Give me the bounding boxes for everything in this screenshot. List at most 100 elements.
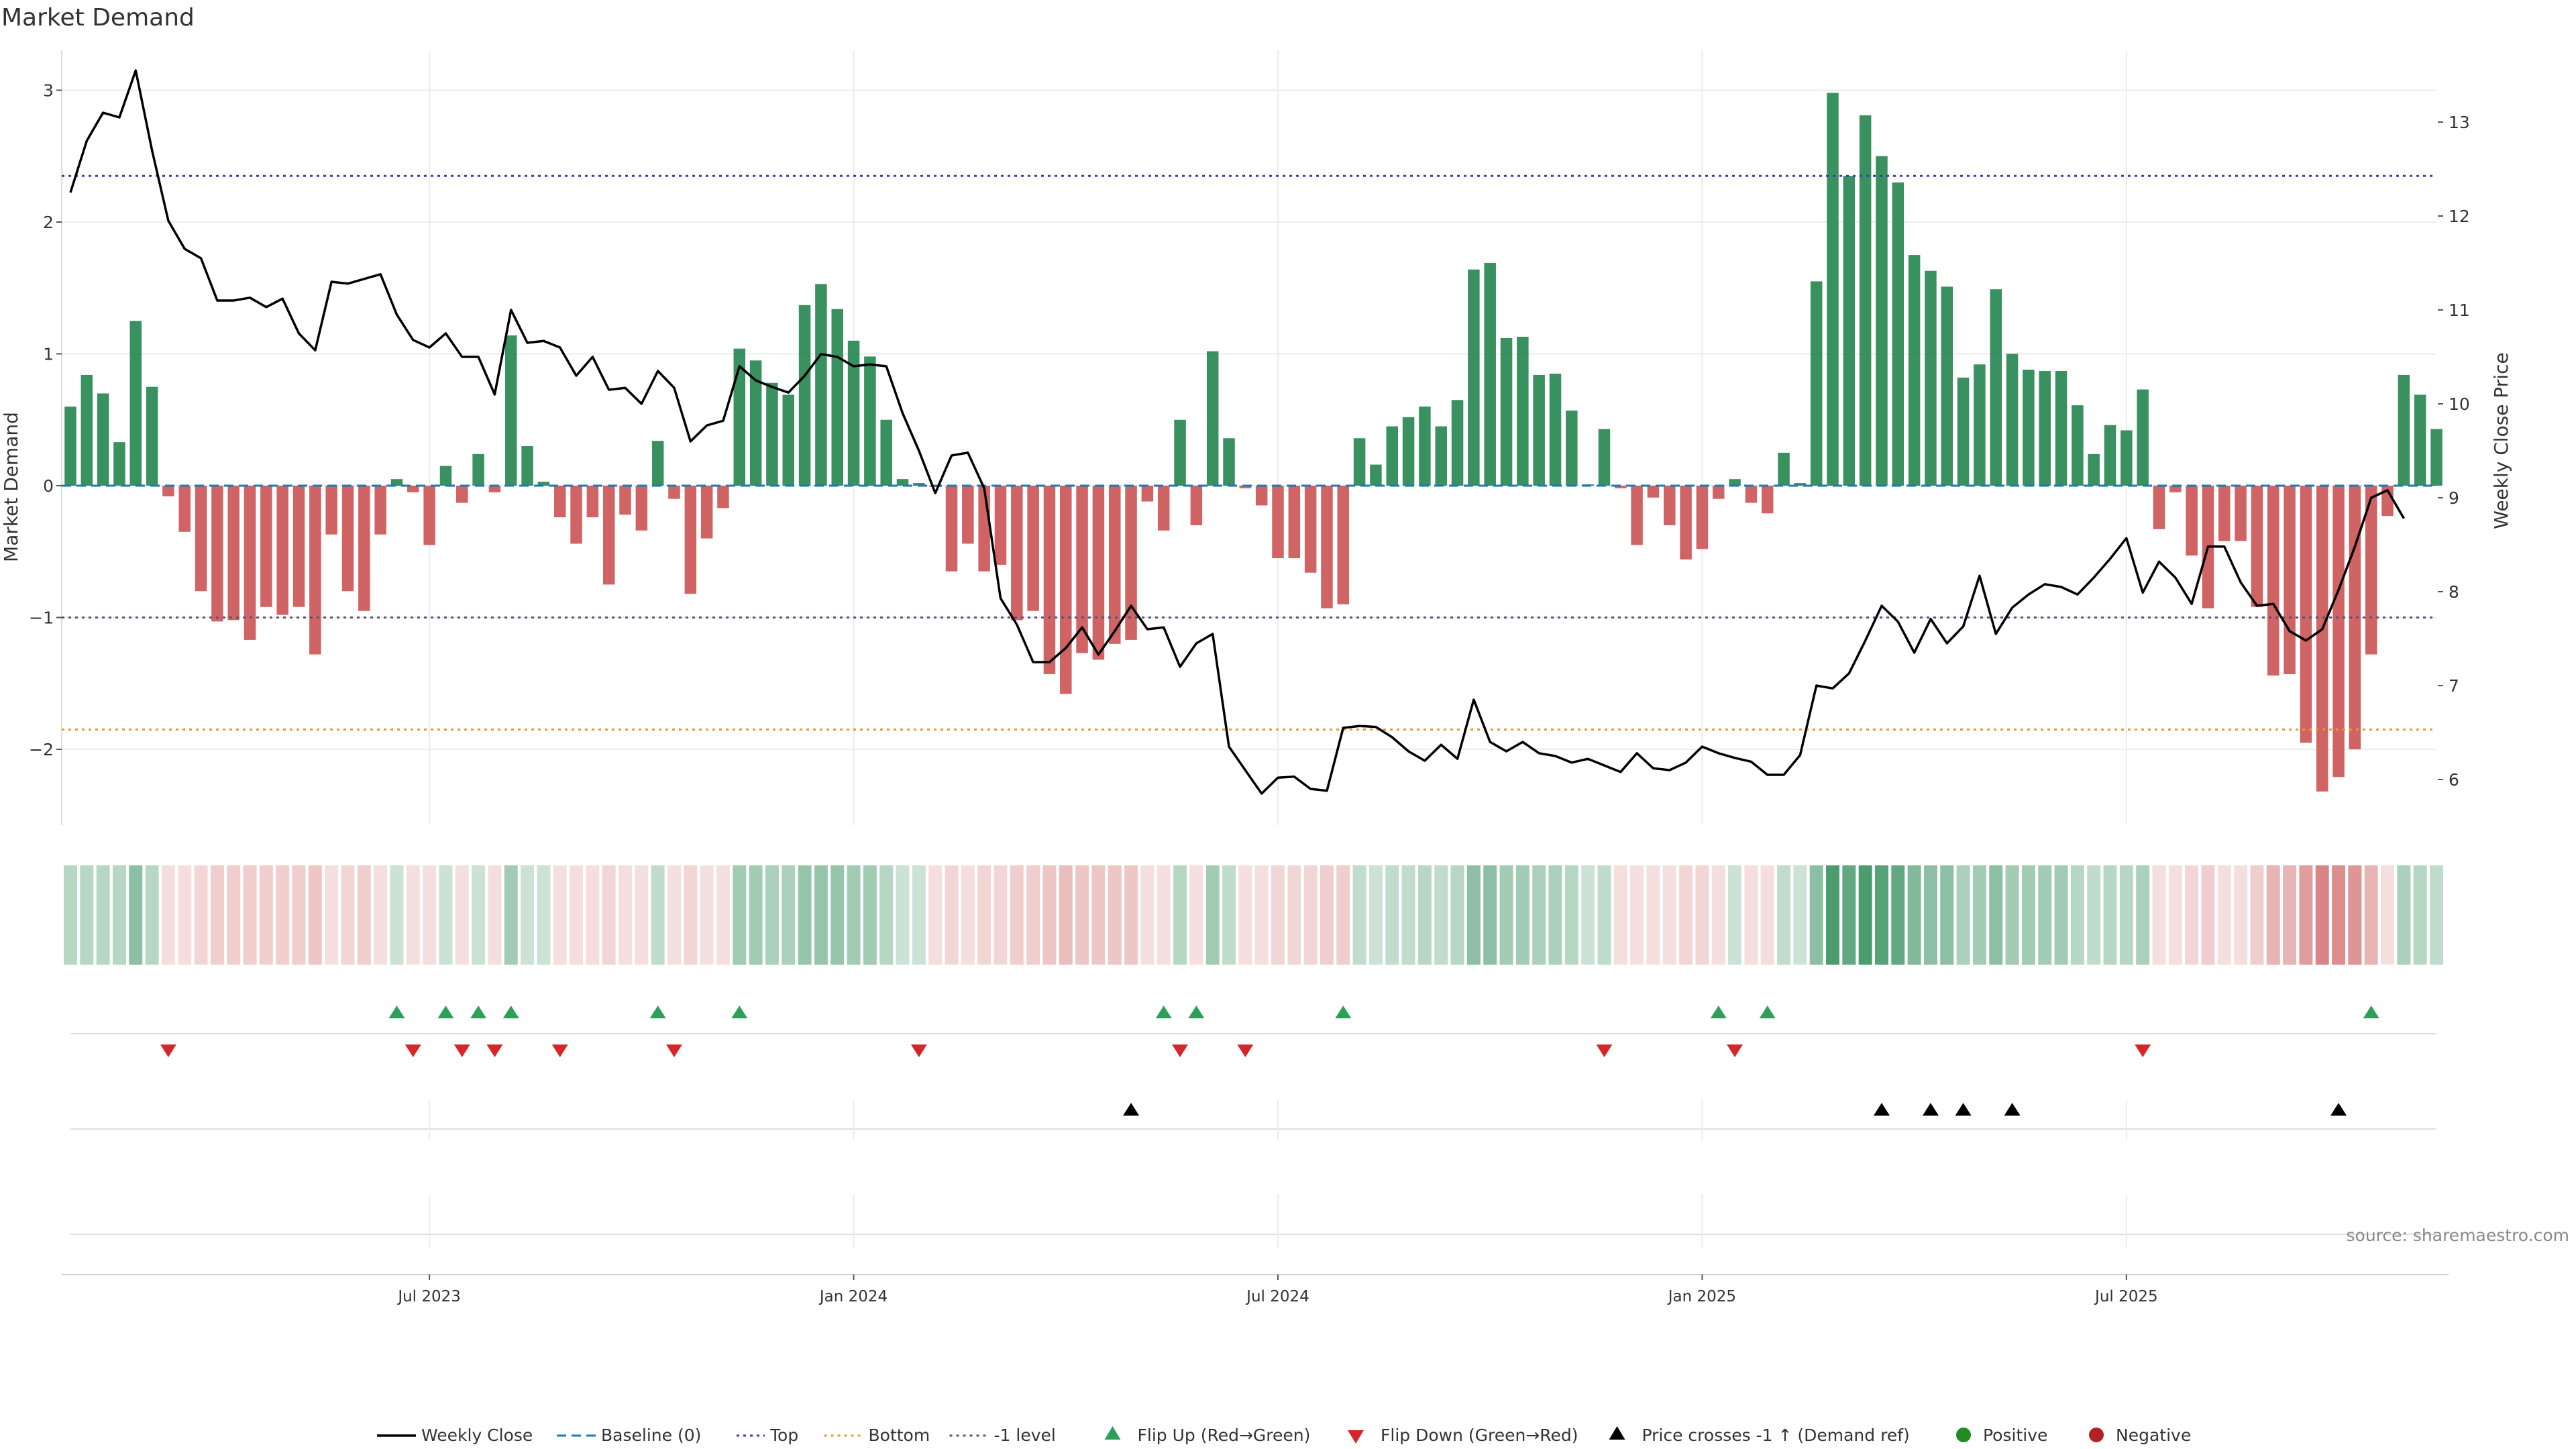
y2-tick-label: 11 [2449, 301, 2470, 320]
heat-cell [1385, 865, 1399, 965]
demand-bar [1304, 486, 1317, 573]
demand-bar [1647, 486, 1660, 498]
x-tick-label: Jul 2025 [2094, 1288, 2158, 1305]
heat-cell [1940, 865, 1954, 965]
demand-bar [847, 340, 860, 486]
heat-cell [2217, 865, 2231, 965]
x-tick-label: Jul 2024 [1245, 1288, 1309, 1305]
heat-cell [1842, 865, 1856, 965]
heat-cell [2299, 865, 2313, 965]
heat-cell [1368, 865, 1383, 965]
heat-cell [994, 865, 1008, 965]
flip-up-marker [1188, 1006, 1205, 1018]
demand-bar [1729, 479, 1741, 486]
demand-bar [325, 486, 337, 535]
heat-cell [1254, 865, 1269, 965]
heat-cell [406, 865, 420, 965]
heat-cell [928, 865, 943, 965]
demand-bar [619, 486, 631, 515]
demand-bar [1190, 486, 1203, 525]
heat-cell [2054, 865, 2068, 965]
heat-cell [570, 865, 584, 965]
demand-bar [2365, 486, 2377, 655]
demand-bar [766, 382, 778, 486]
flip-markers [70, 1006, 2436, 1057]
heat-cell [423, 865, 437, 965]
heat-cell [1548, 865, 1562, 965]
heat-cell [325, 865, 339, 965]
legend-label: Flip Up (Red→Green) [1138, 1426, 1311, 1445]
legend-label: Price crosses -1 ↑ (Demand ref) [1642, 1426, 1910, 1445]
y-axis-label: Market Demand [0, 412, 22, 562]
demand-bar [1631, 486, 1643, 545]
y2-tick-label: 8 [2449, 582, 2459, 602]
heat-cell [2266, 865, 2280, 965]
heat-cell [308, 865, 322, 965]
demand-bar [602, 486, 615, 585]
heat-cell [1320, 865, 1334, 965]
demand-bar [129, 321, 142, 486]
heat-cell [1956, 865, 1970, 965]
demand-bar [439, 466, 452, 486]
y2-tick-label: 13 [2449, 113, 2470, 132]
demand-bar [1876, 156, 1888, 486]
heat-cell [1483, 865, 1497, 965]
source-note: source: sharemaestro.com [2347, 1226, 2570, 1245]
flip-up-marker [437, 1006, 454, 1018]
demand-bar [749, 360, 762, 486]
demand-bar [1419, 407, 1431, 486]
demand-bar [1076, 486, 1088, 653]
heat-cell [194, 865, 208, 965]
price-cross-marker [2004, 1103, 2021, 1116]
heat-cell [243, 865, 257, 965]
heat-cell [2021, 865, 2035, 965]
demand-bar [880, 419, 892, 486]
heat-cell [1630, 865, 1644, 965]
y-axis-left: 3 2 1 0 −1 −2 [29, 81, 62, 759]
legend-swatch-circle [1956, 1428, 1971, 1442]
demand-bar [1239, 486, 1252, 488]
demand-bar [390, 479, 403, 486]
heat-cell [1140, 865, 1155, 965]
heat-cell [1581, 865, 1595, 965]
heat-cell [1858, 865, 1872, 965]
legend-label: Baseline (0) [601, 1426, 701, 1445]
y-tick-label: 2 [43, 213, 54, 232]
y-tick-label: −2 [29, 740, 54, 759]
heat-cell [912, 865, 926, 965]
heat-cell [1711, 865, 1725, 965]
y2-tick-label: 7 [2449, 676, 2459, 696]
flip-up-marker [1759, 1006, 1776, 1018]
legend-swatch-circle [2089, 1428, 2104, 1442]
heat-cell [2413, 865, 2427, 965]
heat-cell [1091, 865, 1106, 965]
heat-cell [1907, 865, 1921, 965]
demand-bar [341, 486, 354, 592]
demand-bar [260, 486, 272, 607]
demand-bar [423, 486, 435, 545]
heat-cell [1923, 865, 1937, 965]
heat-cell [2087, 865, 2101, 965]
demand-bar [2300, 486, 2312, 743]
demand-bar [358, 486, 370, 611]
heat-cell [2397, 865, 2411, 965]
price-cross-marker [1922, 1103, 1939, 1116]
demand-bar [896, 479, 909, 486]
heat-cell [1222, 865, 1236, 965]
demand-bar [2039, 371, 2051, 486]
heat-cell [1157, 865, 1171, 965]
demand-bar [2414, 394, 2426, 486]
heat-cell [1287, 865, 1301, 965]
heat-cell [292, 865, 306, 965]
demand-bar [407, 486, 419, 492]
heat-cell [2234, 865, 2248, 965]
flip-down-marker [405, 1044, 421, 1057]
y-axis-right: 13 12 11 10 9 8 7 6 [2438, 113, 2470, 790]
heat-cell [1826, 865, 1839, 965]
legend-label: Weekly Close [421, 1426, 533, 1445]
heat-cell [765, 865, 779, 965]
demand-bar [684, 486, 697, 594]
flip-down-marker [160, 1044, 176, 1057]
heat-cell [1760, 865, 1774, 965]
heat-cell [2283, 865, 2297, 965]
